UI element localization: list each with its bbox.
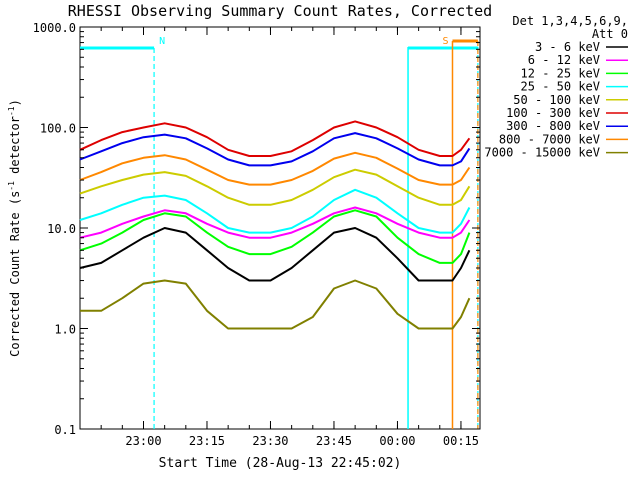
- series-line-6: [79, 132, 471, 167]
- x-tick-label-1: 23:15: [189, 434, 225, 448]
- annotation-label-n: N: [159, 36, 165, 47]
- legend-label-3: 25 - 50 keV: [521, 80, 600, 94]
- y-tick-label-0: 1000.0: [33, 21, 76, 35]
- legend-label-0: 3 - 6 keV: [535, 40, 600, 54]
- legend-label-6: 300 - 800 keV: [506, 119, 600, 133]
- x-axis-ticks: 23:00 23:15 23:30 23:45 00:00 00:15: [100, 27, 479, 448]
- x-tick-label-0: 23:00: [125, 434, 161, 448]
- y-tick-label-4: 0.1: [54, 423, 76, 437]
- legend-label-2: 12 - 25 keV: [521, 66, 600, 80]
- series-line-1: [79, 206, 471, 239]
- legend-label-5: 100 - 300 keV: [506, 106, 600, 120]
- y-axis-ticks: 1000.0 100.0 10.0 1.0 0.1: [33, 21, 480, 437]
- series-line-5: [79, 120, 471, 157]
- svg-text:Corrected Count Rate (s-1 dete: Corrected Count Rate (s-1 detector-1): [7, 99, 22, 357]
- series-layer: [79, 120, 471, 330]
- legend-header-2: Att 0: [592, 27, 628, 41]
- series-line-3: [79, 188, 471, 234]
- legend-label-4: 50 - 100 keV: [513, 93, 600, 107]
- legend-label-8: 7000 - 15000 keV: [484, 146, 600, 160]
- y-axis-label: Corrected Count Rate (s-1 detector-1): [7, 99, 22, 357]
- legend-label-7: 800 - 7000 keV: [499, 132, 600, 146]
- series-line-7: [79, 151, 471, 186]
- y-tick-label-1: 100.0: [40, 122, 76, 136]
- x-axis-label: Start Time (28-Aug-13 22:45:02): [159, 456, 402, 471]
- series-line-2: [79, 209, 471, 264]
- x-tick-label-5: 00:15: [443, 434, 479, 448]
- series-line-4: [79, 168, 471, 206]
- y-tick-label-2: 10.0: [47, 222, 76, 236]
- series-line-0: [79, 227, 471, 282]
- series-line-8: [80, 279, 471, 330]
- legend-label-1: 6 - 12 keV: [528, 53, 600, 67]
- x-tick-label-2: 23:30: [252, 434, 288, 448]
- x-tick-label-3: 23:45: [316, 434, 352, 448]
- annotation-label-s: S: [442, 36, 448, 47]
- chart-title: RHESSI Observing Summary Count Rates, Co…: [68, 2, 492, 20]
- x-tick-label-4: 00:00: [379, 434, 415, 448]
- y-tick-label-3: 1.0: [54, 323, 76, 337]
- legend-header-1: Det 1,3,4,5,6,9,: [512, 14, 628, 28]
